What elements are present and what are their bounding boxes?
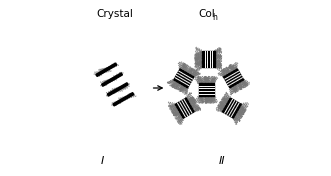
Polygon shape [227, 103, 238, 111]
Polygon shape [102, 73, 122, 86]
Polygon shape [204, 83, 206, 96]
Polygon shape [179, 105, 191, 113]
Polygon shape [202, 57, 214, 59]
Polygon shape [199, 83, 201, 96]
Text: II: II [219, 156, 225, 166]
Polygon shape [183, 75, 191, 86]
Polygon shape [177, 100, 189, 108]
Polygon shape [224, 108, 236, 116]
Polygon shape [202, 60, 214, 62]
Polygon shape [202, 54, 214, 56]
Polygon shape [226, 75, 234, 86]
Polygon shape [181, 108, 193, 116]
Polygon shape [186, 76, 194, 88]
Polygon shape [175, 98, 187, 106]
Polygon shape [202, 51, 214, 53]
Text: Col: Col [198, 10, 215, 19]
Polygon shape [231, 72, 239, 84]
Polygon shape [229, 98, 241, 106]
Polygon shape [182, 110, 194, 118]
Polygon shape [202, 65, 214, 67]
Polygon shape [181, 73, 189, 85]
Polygon shape [225, 105, 237, 113]
Polygon shape [222, 110, 234, 118]
Polygon shape [236, 69, 244, 81]
Polygon shape [107, 83, 128, 96]
Polygon shape [201, 83, 203, 96]
Text: I: I [101, 156, 104, 166]
Polygon shape [228, 73, 236, 85]
Text: h: h [213, 13, 217, 22]
Polygon shape [113, 93, 134, 106]
Polygon shape [223, 76, 231, 88]
Polygon shape [176, 70, 184, 82]
Polygon shape [233, 70, 241, 82]
Text: Crystal: Crystal [96, 10, 133, 19]
Polygon shape [210, 83, 212, 96]
Polygon shape [174, 69, 182, 81]
Polygon shape [179, 72, 187, 84]
Polygon shape [96, 63, 117, 76]
Polygon shape [178, 103, 190, 111]
Polygon shape [207, 83, 209, 96]
Polygon shape [228, 100, 240, 108]
Polygon shape [202, 62, 214, 64]
Polygon shape [213, 83, 214, 96]
